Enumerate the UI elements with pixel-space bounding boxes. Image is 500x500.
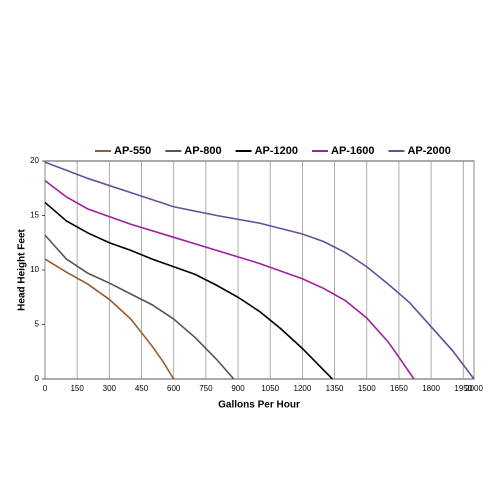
legend-label: AP-2000	[407, 145, 450, 157]
x-tick-label: 0	[43, 384, 48, 393]
x-tick-label: 1200	[294, 384, 312, 393]
series-line	[44, 179, 415, 380]
series-line	[44, 201, 334, 380]
x-tick-label: 1800	[422, 384, 440, 393]
x-tick-label: 1650	[390, 384, 408, 393]
x-axis-title: Gallons Per Hour	[218, 400, 300, 411]
x-tick-label: 1350	[326, 384, 344, 393]
y-tick-label: 0	[35, 374, 40, 383]
y-tick-label: 5	[35, 320, 40, 329]
x-tick-label: 1050	[261, 384, 279, 393]
x-tick-label: 300	[103, 384, 117, 393]
x-tick-label: 2000	[465, 384, 483, 393]
legend-label: AP-1600	[331, 145, 374, 157]
legend-label: AP-1200	[255, 145, 298, 157]
series-line	[44, 234, 235, 380]
y-tick-label: 20	[30, 156, 39, 165]
x-tick-label: 750	[199, 384, 213, 393]
y-tick-label: 15	[30, 211, 39, 220]
x-tick-label: 600	[167, 384, 181, 393]
series-line	[44, 258, 175, 380]
y-axis-title: Head Height Feet	[17, 228, 28, 310]
legend-label: AP-800	[184, 145, 221, 157]
x-tick-label: 1500	[358, 384, 376, 393]
x-tick-label: 150	[70, 384, 84, 393]
series-line	[44, 161, 475, 380]
legend-label: AP-550	[114, 145, 151, 157]
x-tick-label: 1950	[454, 384, 472, 393]
x-tick-label: 900	[231, 384, 245, 393]
x-tick-label: 450	[135, 384, 149, 393]
y-tick-label: 10	[30, 265, 39, 274]
